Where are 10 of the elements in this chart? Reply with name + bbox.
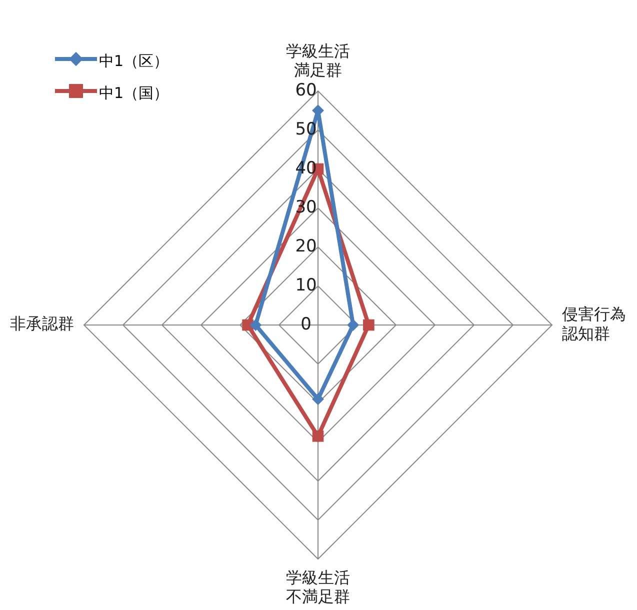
legend-label: 中1（区）	[99, 52, 169, 70]
spoke-label: 学級生活満足群	[286, 41, 350, 80]
spoke-label: 非承認群	[10, 314, 74, 334]
y-tick-label: 20	[295, 236, 317, 256]
y-tick-label: 60	[295, 80, 317, 100]
legend-label: 中1（国）	[99, 84, 169, 102]
spoke-label: 侵害行為認知群	[562, 304, 626, 343]
spoke-label: 学級生活不満足群	[286, 568, 350, 606]
y-tick-label: 0	[300, 314, 312, 334]
y-tick-label: 10	[295, 275, 317, 296]
